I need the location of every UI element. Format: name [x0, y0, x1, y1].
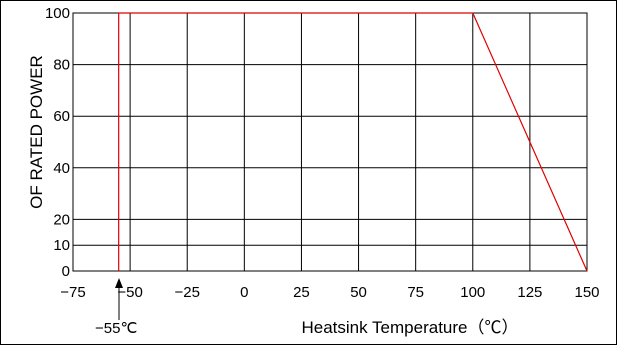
- derating-curve: [118, 12, 588, 272]
- grid-lines: [73, 13, 587, 271]
- series-layer: [118, 12, 588, 272]
- min-temp-annotation: −55℃: [95, 278, 137, 337]
- y-tick-label: 60: [53, 108, 70, 125]
- x-tick-label: 100: [460, 284, 485, 301]
- x-tick-label: 50: [350, 284, 367, 301]
- y-tick-label: 80: [53, 57, 70, 74]
- x-tick-label: −25: [174, 284, 199, 301]
- x-tick-label: −75: [60, 284, 85, 301]
- x-tick-label: 125: [517, 284, 542, 301]
- y-tick-label: 0: [62, 263, 70, 280]
- y-axis-label: OF RATED POWER: [27, 55, 46, 209]
- x-tick-label: 25: [293, 284, 310, 301]
- y-tick-label: 10: [53, 237, 70, 254]
- y-tick-label: 100: [45, 5, 70, 22]
- annotation-label: −55℃: [95, 320, 137, 337]
- x-tick-labels: −75 −50 −25 0 25 50 75 100 125 150: [60, 284, 599, 301]
- x-axis-label: Heatsink Temperature（℃）: [302, 318, 519, 337]
- plot-area: [72, 12, 588, 272]
- y-tick-labels: 0 10 20 40 60 80 100: [45, 5, 70, 280]
- annotation-arrow-head: [115, 278, 123, 288]
- x-tick-label: 150: [574, 284, 599, 301]
- x-tick-label: 0: [240, 284, 248, 301]
- y-tick-label: 20: [53, 211, 70, 228]
- y-tick-label: 40: [53, 160, 70, 177]
- x-tick-label: −50: [117, 284, 142, 301]
- x-tick-label: 75: [407, 284, 424, 301]
